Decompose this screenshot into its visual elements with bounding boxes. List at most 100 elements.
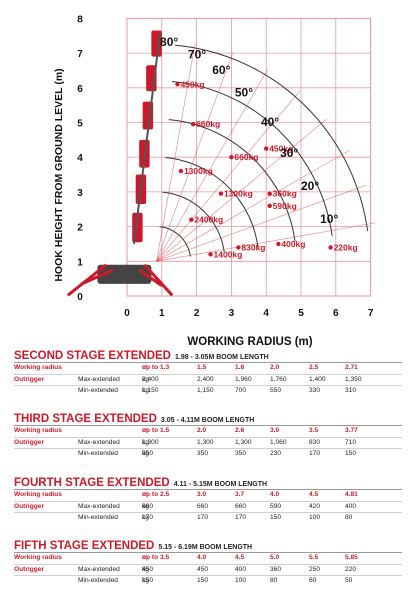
- cell-value: 660: [197, 502, 209, 510]
- cell-value: 590: [270, 502, 282, 510]
- row-name: Max-extended: [78, 502, 120, 510]
- chart-frame: [126, 17, 372, 297]
- stage-title: THIRD STAGE EXTENDED: [14, 413, 157, 425]
- cell-value: 150: [142, 577, 154, 584]
- radius-row: Working radius m up to 2.5 3.0 3.7 4.0 4.5 4.81: [14, 489, 402, 501]
- radius-unit: m: [142, 554, 148, 561]
- load-point: [178, 168, 184, 174]
- cell-value: 2,400: [197, 375, 214, 383]
- x-tick-label: 5: [298, 308, 304, 319]
- cell-value: 830: [309, 438, 321, 446]
- row-name: Max-extended: [78, 565, 120, 573]
- stage-title: FIFTH STAGE EXTENDED: [14, 540, 155, 552]
- table-title: THIRD STAGE EXTENDED 3.05 - 4.11M BOOM LE…: [14, 413, 402, 425]
- cell-value: 170: [235, 514, 247, 521]
- x-tick-label: 6: [333, 308, 339, 319]
- table-title: FIFTH STAGE EXTENDED 5.15 - 6.19M BOOM LE…: [14, 540, 402, 552]
- radius-value: 3.7: [235, 491, 245, 498]
- row-name: Min-extended: [78, 577, 118, 584]
- y-tick-label: 3: [77, 188, 83, 199]
- cell-value: 2,400: [142, 375, 159, 383]
- x-tick-label: 7: [368, 308, 374, 319]
- radius-value: 3.0: [270, 427, 280, 434]
- radius-arc: [175, 44, 369, 232]
- load-table: FOURTH STAGE EXTENDED 4.11 - 5.15M BOOM L…: [14, 477, 402, 524]
- angle-label-30: 30°: [280, 146, 298, 160]
- cell-value: 220: [345, 565, 357, 573]
- row-unit: kg: [142, 438, 149, 446]
- boom-angle-ray: [156, 90, 300, 262]
- y-tick-label: 4: [77, 153, 83, 164]
- radius-value: 2.5: [309, 364, 319, 371]
- cell-value: 400: [235, 565, 247, 573]
- radius-label: Working radius: [14, 427, 62, 434]
- radius-label: Working radius: [14, 491, 62, 498]
- load-points: 450kg 660kg 450kg 660kg 1300kg 1300kg 360kg 590…: [175, 79, 358, 259]
- cell-value: 170: [309, 450, 321, 457]
- cell-value: 420: [309, 502, 321, 510]
- cell-value: 50: [345, 577, 353, 584]
- load-point: [276, 241, 281, 247]
- y-tick-label: 6: [77, 84, 83, 95]
- radius-row: Working radius m up to 1.5 2.0 2.6 3.0 3.5 3.77: [14, 425, 402, 437]
- radius-value: 5.0: [270, 554, 280, 561]
- cell-value: 310: [345, 387, 357, 394]
- load-label: 360kg: [273, 189, 297, 199]
- x-axis-label: WORKING RADIUS (m): [187, 336, 312, 348]
- load-point: [328, 245, 333, 250]
- boom-angle-ray: [156, 118, 328, 262]
- radius-value: 5.5: [309, 554, 319, 561]
- cell-value: 150: [270, 514, 282, 521]
- outrigger-leg: [138, 268, 163, 287]
- radius-value: 3.0: [197, 491, 207, 498]
- angle-labels: 80° 70° 60° 50° 40° 30° 20° 10°: [160, 35, 338, 226]
- row-unit: kg: [142, 502, 149, 510]
- table-title: FOURTH STAGE EXTENDED 4.11 - 5.15M BOOM L…: [14, 477, 402, 489]
- cell-value: 170: [197, 514, 209, 521]
- boom-angle-ray: [156, 185, 366, 262]
- radius-arc: [171, 81, 333, 237]
- y-axis-label: HOOK HEIGHT FROM GROUND LEVEL (m): [53, 68, 65, 281]
- cell-value: 150: [345, 450, 357, 457]
- load-label: 590kg: [273, 201, 297, 211]
- load-point: [229, 155, 234, 160]
- boom-length: 4.11 - 5.15M BOOM LENGTH: [173, 481, 268, 488]
- row-name: Max-extended: [78, 375, 120, 383]
- radius-unit: m: [142, 364, 148, 371]
- cell-value: 100: [309, 514, 321, 521]
- cell-value: 80: [270, 577, 278, 584]
- y-tick-label: 8: [77, 14, 83, 25]
- cell-value: 350: [235, 450, 247, 457]
- load-chart: 450kg 660kg 450kg 660kg 1300kg 1300kg 360kg 590…: [53, 14, 376, 348]
- load-point: [190, 122, 196, 127]
- load-label: 220kg: [334, 242, 358, 252]
- cell-value: 230: [270, 450, 282, 457]
- load-point: [264, 146, 269, 151]
- outrigger-label: Outrigger: [14, 565, 45, 573]
- load-point: [267, 203, 272, 208]
- load-label: 660kg: [234, 152, 258, 162]
- table-row: Min-extended kg 150 150 100 80 60 50: [14, 575, 402, 587]
- radius-value: 5.85: [345, 554, 358, 561]
- load-table: FIFTH STAGE EXTENDED 5.15 - 6.19M BOOM LE…: [14, 540, 402, 587]
- boom-arm: [132, 32, 162, 245]
- cell-value: 1,300: [142, 438, 159, 446]
- cell-value: 1,150: [197, 387, 214, 394]
- cell-value: 1,350: [345, 375, 362, 383]
- row-unit: kg: [142, 514, 149, 521]
- cell-value: 350: [142, 450, 154, 457]
- row-name: Min-extended: [78, 387, 118, 394]
- boom-length: 3.05 - 4.11M BOOM LENGTH: [160, 417, 255, 424]
- radius-value: 2.6: [235, 427, 245, 434]
- load-label: 2400kg: [194, 215, 223, 225]
- row-name: Min-extended: [78, 514, 118, 521]
- radius-value: 4.5: [235, 554, 245, 561]
- cell-value: 1,760: [270, 375, 287, 383]
- boom-angle-ray: [156, 42, 196, 262]
- radius-value: 2.0: [270, 364, 280, 371]
- cell-value: 350: [197, 450, 209, 457]
- row-unit: kg: [142, 387, 149, 394]
- load-table: THIRD STAGE EXTENDED 3.05 - 4.11M BOOM LE…: [14, 413, 402, 460]
- load-label: 400kg: [281, 239, 305, 249]
- radius-label: Working radius: [14, 364, 62, 371]
